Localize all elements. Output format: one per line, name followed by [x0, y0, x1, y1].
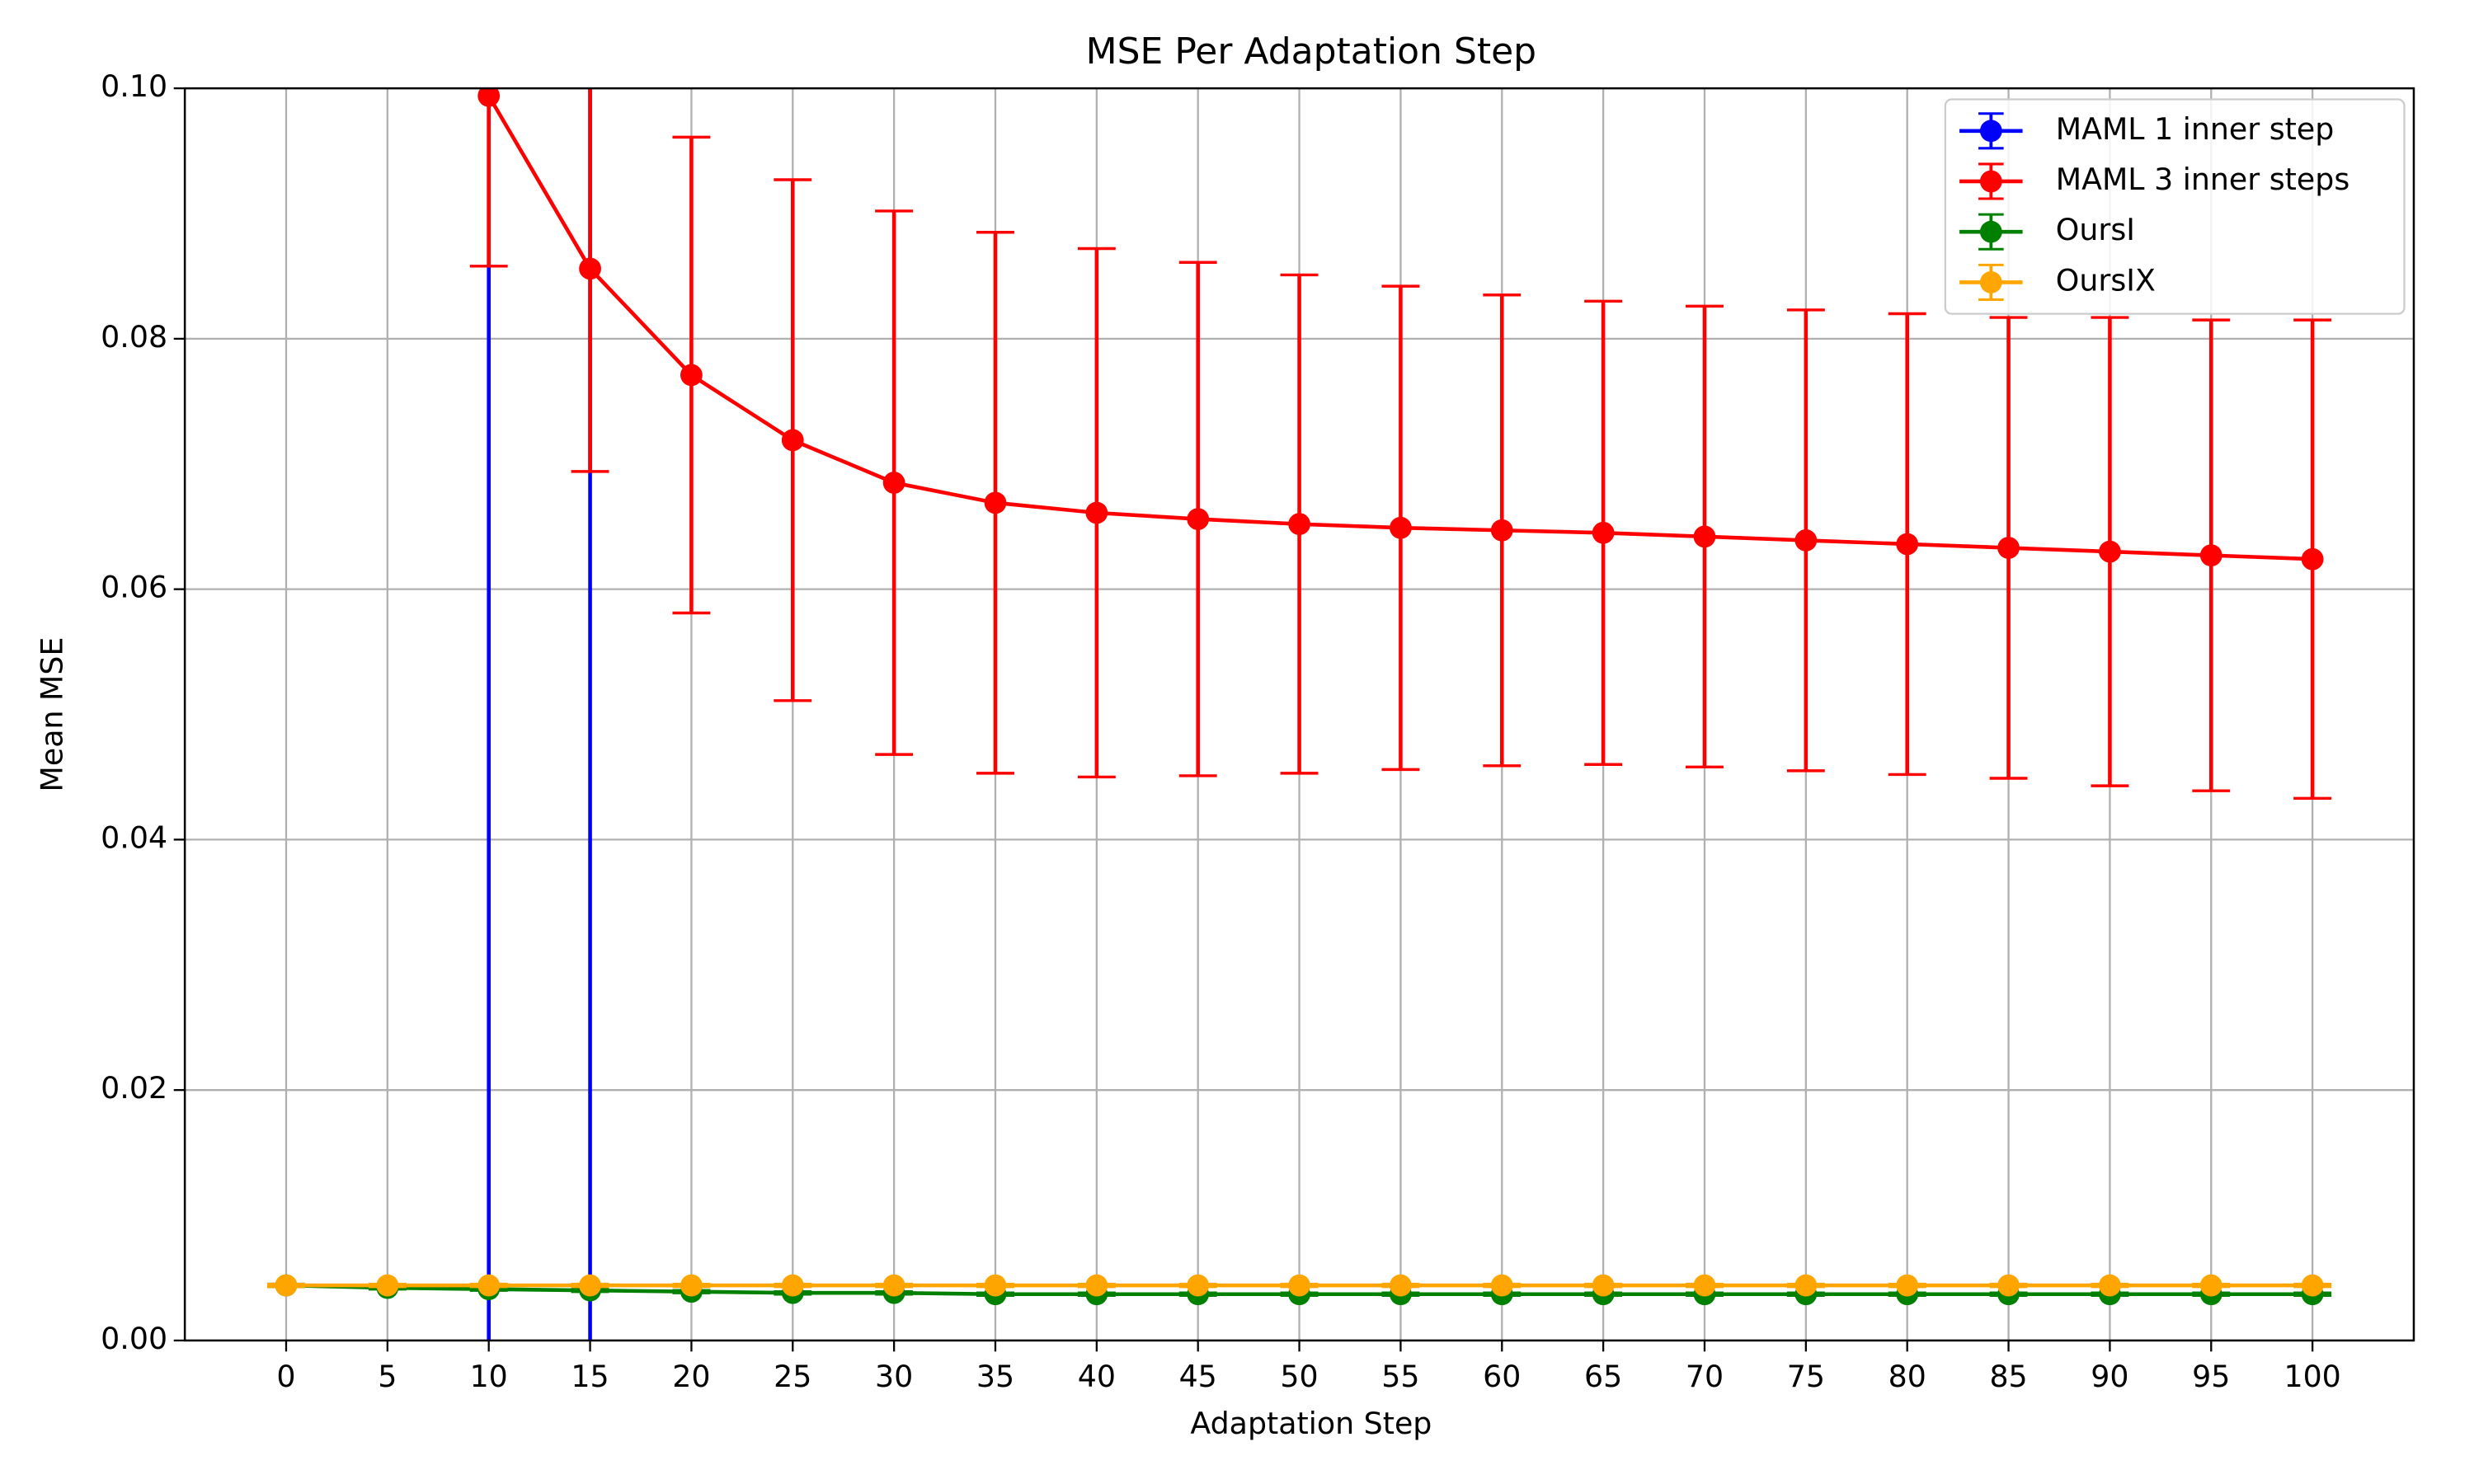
legend-marker: [1979, 170, 2002, 193]
error-bar: [588, 88, 592, 1341]
marker: [1997, 537, 2020, 559]
x-tick-label: 100: [2284, 1359, 2340, 1394]
x-tick-label: 0: [276, 1359, 295, 1394]
marker: [1997, 1274, 2020, 1297]
marker: [1794, 529, 1818, 552]
x-tick-label: 90: [2091, 1359, 2128, 1394]
legend-label: OursIX: [2056, 262, 2156, 298]
marker: [477, 1274, 501, 1297]
legend-label: MAML 3 inner steps: [2056, 162, 2349, 197]
x-tick-label: 80: [1888, 1359, 1926, 1394]
x-tick-label: 35: [976, 1359, 1014, 1394]
marker: [1085, 1274, 1108, 1297]
marker: [1288, 1274, 1310, 1297]
marker: [882, 472, 905, 494]
axes: 0 5 10 15 20 25 30 35 40 45 50 55 60 65 70 75 80 85 90 95 10…: [101, 68, 2341, 1394]
marker: [680, 1274, 703, 1297]
x-axis-label: Adaptation Step: [1190, 1406, 1432, 1441]
marker: [1390, 516, 1412, 539]
marker: [579, 257, 601, 280]
x-tick-label: 30: [875, 1359, 913, 1394]
x-tick-label: 5: [378, 1359, 397, 1394]
marker: [1592, 521, 1615, 544]
y-tick-label: 0.08: [101, 319, 167, 355]
marker: [1187, 508, 1210, 530]
x-tick-label: 25: [774, 1359, 811, 1394]
x-tick-label: 85: [1989, 1359, 2027, 1394]
marker: [579, 1274, 601, 1297]
marker: [1490, 1274, 1513, 1297]
x-tick-label: 55: [1381, 1359, 1419, 1394]
x-tick-label: 45: [1179, 1359, 1217, 1394]
marker: [1693, 1274, 1716, 1297]
marker: [2301, 547, 2324, 571]
marker: [1490, 519, 1513, 542]
y-tick-label: 0.04: [101, 819, 167, 855]
marker: [984, 1274, 1007, 1297]
marker: [2099, 1274, 2121, 1297]
marker: [1288, 513, 1310, 536]
x-tick-label: 15: [571, 1359, 609, 1394]
marker: [781, 429, 804, 452]
x-tick-label: 75: [1787, 1359, 1825, 1394]
x-tick-label: 70: [1686, 1359, 1724, 1394]
x-tick-label: 50: [1280, 1359, 1318, 1394]
marker: [1896, 533, 1919, 556]
error-bar: [487, 88, 491, 1341]
legend-label: MAML 1 inner step: [2056, 111, 2335, 147]
legend: MAML 1 inner step MAML 3 inner steps OursI…: [1944, 98, 2406, 315]
marker: [477, 88, 501, 107]
x-tick-label: 60: [1483, 1359, 1521, 1394]
marker: [1693, 525, 1716, 548]
marker: [984, 491, 1007, 514]
marker: [1390, 1274, 1412, 1297]
marker: [1592, 1274, 1615, 1297]
marker: [1187, 1274, 1210, 1297]
y-tick-label: 0.10: [101, 68, 167, 104]
x-tick-label: 65: [1584, 1359, 1622, 1394]
y-axis-label: Mean MSE: [34, 637, 69, 792]
marker: [2199, 544, 2222, 567]
marker: [680, 364, 703, 387]
marker: [882, 1274, 905, 1297]
marker: [2301, 1274, 2324, 1297]
legend-box: [1944, 98, 2406, 315]
legend-label: OursI: [2056, 212, 2135, 247]
marker: [2199, 1274, 2222, 1297]
y-tick-label: 0.06: [101, 570, 167, 605]
x-tick-label: 20: [672, 1359, 710, 1394]
marker: [275, 1274, 298, 1297]
x-tick-label: 10: [470, 1359, 508, 1394]
marker: [2099, 540, 2121, 563]
marker: [1794, 1274, 1818, 1297]
marker: [1085, 501, 1108, 524]
marker: [376, 1274, 399, 1297]
y-tick-label: 0.00: [101, 1321, 167, 1356]
x-tick-label: 95: [2192, 1359, 2230, 1394]
legend-marker: [1979, 120, 2002, 143]
x-tick-label: 40: [1078, 1359, 1116, 1394]
legend-marker: [1979, 271, 2002, 294]
y-tick-label: 0.02: [101, 1070, 167, 1106]
legend-marker: [1979, 220, 2002, 243]
marker: [1896, 1274, 1919, 1297]
plot-area: [267, 88, 2332, 1341]
chart-title: MSE Per Adaptation Step: [1086, 31, 1536, 73]
marker: [781, 1274, 804, 1297]
